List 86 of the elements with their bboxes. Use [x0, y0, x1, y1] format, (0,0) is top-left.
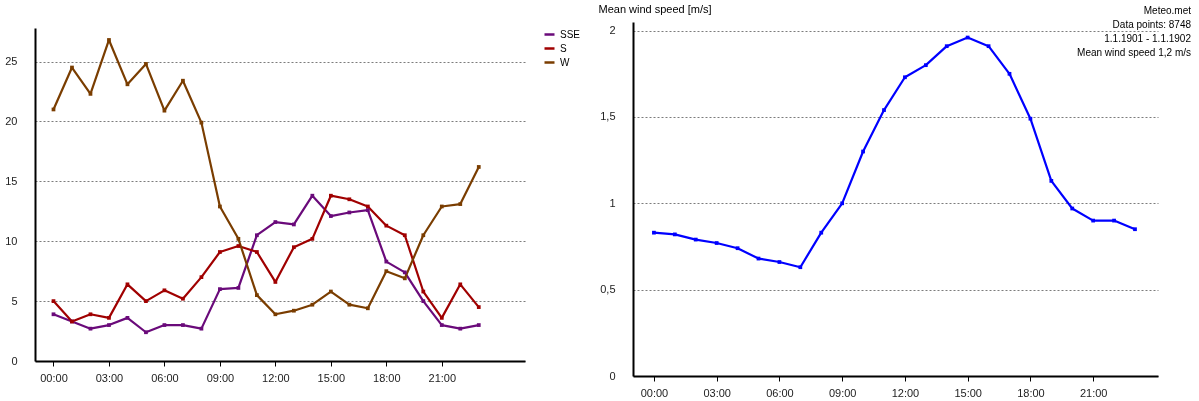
point	[292, 245, 296, 250]
point	[310, 236, 315, 241]
point	[476, 305, 481, 309]
annotation: Mean wind speed 1,2 m/s	[1077, 46, 1191, 60]
point	[181, 78, 185, 83]
y-tick-label: 1	[609, 196, 616, 209]
point	[255, 233, 259, 238]
legend-label: S	[560, 42, 567, 54]
point	[903, 75, 907, 80]
point	[1049, 179, 1054, 183]
x-tick-label: 15:00	[317, 371, 346, 384]
x-tick-label: 06:00	[151, 371, 179, 384]
point	[819, 230, 824, 235]
annotation: 1.1.1901 - 1.1.1902	[1103, 32, 1191, 46]
legend-label: SSE	[560, 28, 581, 40]
point	[365, 306, 370, 311]
annotation: Data points: 8748	[1111, 18, 1191, 32]
point	[458, 282, 463, 287]
x-tick-label: 18:00	[373, 371, 401, 384]
x-tick-label: 06:00	[766, 386, 794, 399]
point	[458, 326, 463, 331]
point	[458, 202, 463, 206]
point	[882, 108, 886, 112]
x-tick-label: 18:00	[1017, 386, 1045, 399]
point	[328, 193, 333, 198]
x-tick-label: 21:00	[1079, 386, 1108, 399]
point	[439, 316, 444, 320]
y-tick-label: 25	[5, 55, 18, 68]
point	[798, 265, 803, 270]
text: Meteo.met	[1142, 4, 1191, 18]
y-tick-label: 1,5	[600, 110, 616, 123]
point	[310, 302, 315, 307]
point	[923, 63, 928, 68]
y-tick-label: 0	[609, 369, 616, 382]
point	[714, 241, 719, 245]
point	[255, 293, 259, 297]
point	[439, 323, 444, 327]
point	[347, 302, 352, 307]
x-tick-label: 09:00	[206, 371, 235, 384]
point	[107, 323, 111, 327]
point	[107, 316, 111, 320]
y-tick-label: 0	[11, 354, 18, 367]
point	[181, 323, 185, 327]
point	[144, 62, 148, 66]
x-tick-label: 03:00	[703, 386, 731, 399]
y-tick-label: 0,5	[600, 283, 616, 296]
point	[384, 223, 389, 228]
point	[402, 270, 407, 275]
point	[421, 233, 426, 238]
point	[652, 230, 656, 235]
y-axis-title: Mean wind speed [m/s]	[598, 2, 712, 15]
point	[402, 233, 407, 238]
point	[476, 323, 481, 327]
legend-label: W	[560, 56, 570, 68]
point	[255, 250, 259, 254]
point	[402, 276, 407, 281]
point	[107, 38, 111, 42]
x-tick-label: 21:00	[428, 371, 457, 384]
y-tick-label: 20	[5, 114, 18, 127]
y-tick-label: 5	[11, 294, 18, 307]
point	[840, 201, 845, 206]
y-tick-label: 2	[609, 24, 616, 37]
y-tick-label: 15	[5, 174, 18, 187]
x-tick-label: 09:00	[828, 386, 857, 399]
x-tick-label: 12:00	[891, 386, 920, 399]
point	[292, 308, 296, 313]
point	[347, 197, 352, 202]
point	[218, 287, 222, 291]
point	[310, 193, 315, 198]
x-tick-label: 00:00	[40, 371, 68, 384]
point	[384, 269, 389, 274]
point	[144, 330, 148, 335]
point	[218, 250, 222, 254]
x-tick-label: 03:00	[95, 371, 124, 384]
point	[181, 296, 185, 301]
point	[944, 44, 949, 49]
point	[1133, 227, 1137, 232]
y-tick-label: 10	[5, 234, 18, 247]
point	[421, 299, 426, 303]
point	[144, 299, 148, 303]
point	[365, 208, 370, 212]
point	[328, 214, 333, 218]
x-tick-label: 12:00	[262, 371, 290, 384]
x-tick-label: 00:00	[640, 386, 669, 399]
point	[476, 165, 481, 169]
x-tick-label: 15:00	[954, 386, 982, 399]
